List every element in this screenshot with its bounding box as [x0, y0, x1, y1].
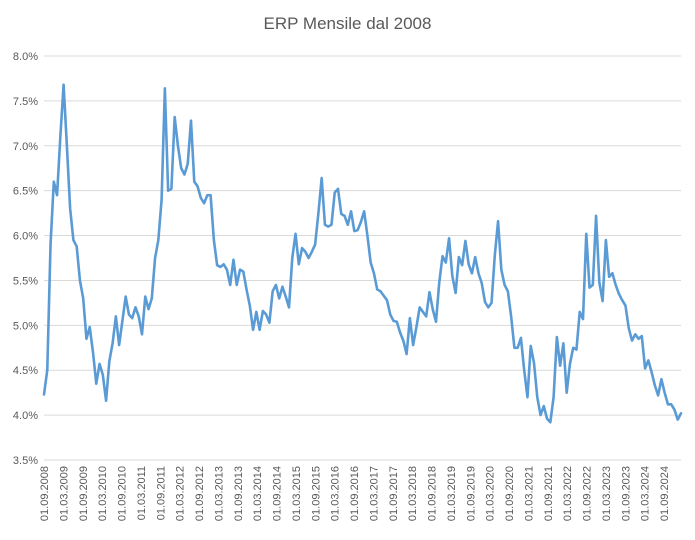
x-tick-label: 01.09.2019 [465, 466, 477, 521]
x-tick-label: 01.09.2016 [349, 466, 361, 521]
x-tick-label: 01.09.2023 [620, 466, 632, 521]
x-tick-label: 01.09.2021 [543, 466, 555, 521]
y-tick-label: 8.0% [13, 51, 38, 63]
x-tick-label: 01.03.2011 [136, 466, 148, 520]
x-tick-label: 01.03.2021 [523, 466, 535, 521]
y-tick-label: 5.5% [13, 275, 38, 287]
y-tick-label: 3.5% [13, 455, 38, 467]
y-tick-label: 6.0% [13, 231, 38, 243]
erp-series-line [42, 83, 683, 424]
x-tick-label: 01.09.2017 [388, 466, 400, 521]
x-tick-label: 01.03.2013 [213, 466, 225, 521]
x-tick-label: 01.09.2024 [659, 466, 671, 521]
x-tick-label: 01.03.2014 [252, 466, 264, 521]
y-tick-label: 5.0% [13, 320, 38, 332]
x-tick-label: 01.09.2010 [117, 466, 129, 521]
y-tick-label: 7.5% [13, 96, 38, 108]
y-tick-label: 4.5% [13, 365, 38, 377]
x-tick-label: 01.09.2013 [233, 466, 245, 521]
x-tick-label: 01.09.2020 [504, 466, 516, 521]
x-tick-label: 01.09.2018 [427, 466, 439, 521]
y-tick-label: 6.5% [13, 186, 38, 198]
x-tick-label: 01.03.2018 [407, 466, 419, 521]
x-tick-label: 01.09.2011 [155, 466, 167, 520]
x-tick-label: 01.09.2022 [582, 466, 594, 521]
x-tick-label: 01.09.2009 [78, 466, 90, 521]
x-tick-label: 01.09.2012 [194, 466, 206, 521]
x-tick-label: 01.03.2016 [330, 466, 342, 521]
chart-title: ERP Mensile dal 2008 [263, 14, 432, 33]
x-tick-label: 01.03.2015 [291, 466, 303, 521]
x-tick-label: 01.03.2019 [446, 466, 458, 521]
x-tick-label: 01.03.2017 [368, 466, 380, 521]
x-tick-label: 01.03.2010 [97, 466, 109, 521]
x-tick-label: 01.03.2024 [640, 466, 652, 521]
x-tick-label: 01.09.2015 [310, 466, 322, 521]
x-tick-label: 01.09.2008 [39, 466, 51, 521]
x-tick-label: 01.03.2012 [175, 466, 187, 521]
y-tick-label: 7.0% [13, 141, 38, 153]
y-tick-label: 4.0% [13, 410, 38, 422]
x-tick-label: 01.03.2023 [601, 466, 613, 521]
x-tick-label: 01.09.2014 [272, 466, 284, 521]
x-tick-label: 01.03.2009 [58, 466, 70, 521]
x-tick-label: 01.03.2020 [485, 466, 497, 521]
x-tick-label: 01.03.2022 [562, 466, 574, 521]
